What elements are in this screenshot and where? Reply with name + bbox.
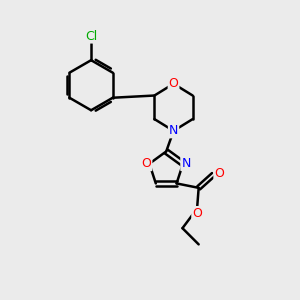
Text: O: O bbox=[192, 207, 202, 220]
Text: O: O bbox=[169, 77, 178, 90]
Text: N: N bbox=[181, 157, 190, 170]
Text: O: O bbox=[142, 157, 152, 170]
Text: Cl: Cl bbox=[85, 29, 97, 43]
Text: O: O bbox=[214, 167, 224, 180]
Text: N: N bbox=[169, 124, 178, 137]
